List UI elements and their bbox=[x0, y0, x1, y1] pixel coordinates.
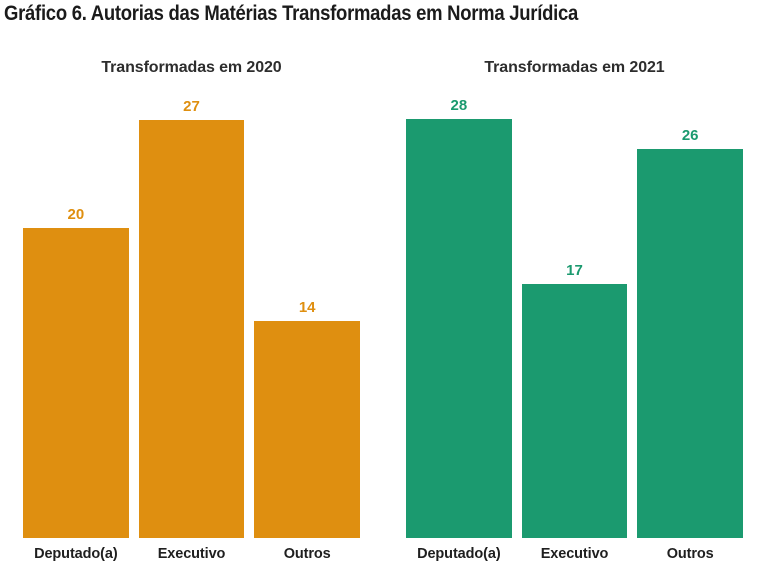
bar-column: 26 bbox=[637, 89, 744, 538]
bar bbox=[254, 321, 361, 538]
facet-panel-1: Transformadas em 2021 28 17 26 Deputado(a) Ex… bbox=[406, 59, 744, 562]
x-axis-label: Deputado(a) bbox=[417, 546, 501, 562]
x-axis-label: Outros bbox=[283, 546, 331, 562]
bar-column: 17 bbox=[521, 89, 628, 538]
facet-title: Transformadas em 2020 bbox=[101, 59, 282, 76]
bar-column: 20 bbox=[23, 89, 129, 538]
facet-panels: Transformadas em 2020 20 27 14 Deputado(a) Ex… bbox=[23, 59, 744, 562]
x-axis-label: Deputado(a) bbox=[34, 546, 118, 562]
plot-area: 20 27 14 bbox=[23, 89, 361, 538]
x-axis-label: Outros bbox=[666, 546, 714, 562]
facet-panel-0: Transformadas em 2020 20 27 14 Deputado(a) Ex… bbox=[23, 59, 361, 562]
value-label: 17 bbox=[566, 262, 583, 279]
x-axis-label: Executivo bbox=[157, 546, 226, 562]
bar bbox=[637, 149, 744, 538]
bar-column: 28 bbox=[406, 89, 512, 538]
value-label: 27 bbox=[183, 98, 200, 115]
bar-column: 27 bbox=[138, 89, 245, 538]
facet-title: Transformadas em 2021 bbox=[484, 59, 665, 76]
x-axis: Deputado(a) Executivo Outros bbox=[406, 546, 743, 562]
value-label: 14 bbox=[298, 299, 316, 316]
bar bbox=[521, 284, 628, 538]
value-label: 28 bbox=[450, 97, 468, 114]
value-label: 20 bbox=[67, 206, 85, 223]
x-axis: Deputado(a) Executivo Outros bbox=[23, 546, 360, 562]
value-label: 26 bbox=[681, 127, 699, 144]
bar bbox=[138, 120, 245, 538]
plot-area: 28 17 26 bbox=[406, 89, 744, 538]
x-axis-label: Executivo bbox=[540, 546, 609, 562]
bar bbox=[406, 119, 512, 538]
bar bbox=[23, 228, 129, 538]
bar-column: 14 bbox=[254, 89, 361, 538]
chart-title: Gráfico 6. Autorias das Matérias Transfo… bbox=[4, 2, 579, 25]
